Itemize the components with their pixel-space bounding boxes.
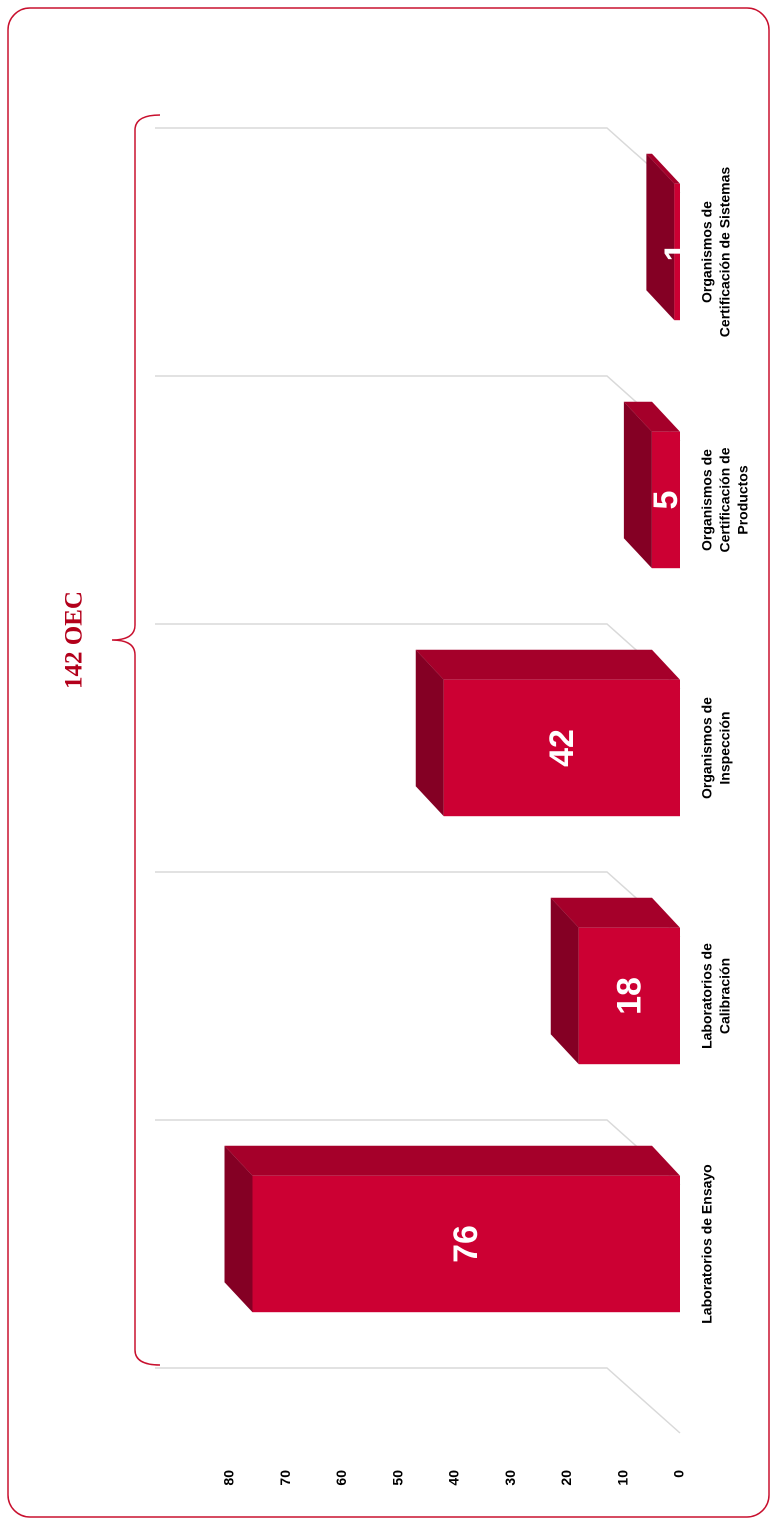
bar-side [415,649,680,680]
bar-top [550,897,579,1065]
bar [443,679,680,817]
x-tick-label: Organismos de [699,697,715,799]
chart-title: 142 OEC [61,591,88,689]
wall-line [155,375,681,442]
bar [674,183,680,321]
x-tick-label: Calibración [717,958,733,1034]
bar-top [623,401,652,569]
x-tick-label: Productos [735,465,751,534]
value-label: 1 [658,243,696,262]
bar-top [646,153,675,321]
x-tick-label: Laboratorios de [699,943,715,1049]
bar-top [415,649,444,817]
bar-side [623,401,680,432]
x-tick-label: Laboratorios de Ensayo [699,1164,715,1323]
bar-side [550,897,680,928]
x-tick-label: Certificación de [717,447,733,552]
wall-line [155,127,681,194]
bar-side [224,1145,680,1176]
x-tick-label: Inspección [717,711,733,784]
y-tick-label: 30 [502,1470,518,1486]
value-label: 18 [610,977,648,1015]
y-tick-label: 50 [389,1470,405,1486]
value-label: 42 [543,729,581,767]
bar [578,927,680,1065]
y-tick-label: 60 [333,1470,349,1486]
brace [111,114,161,1366]
y-tick-label: 10 [614,1470,630,1486]
rotated-plot: 142 OEC 0 10 20 30 40 50 60 70 80 76 Laboratorios … [61,114,751,1486]
x-tick-label: Organismos de [699,201,715,303]
value-label: 76 [447,1225,485,1263]
bar [651,431,680,569]
value-label: 5 [647,491,685,510]
frame [7,7,770,1518]
y-tick-label: 20 [558,1470,574,1486]
bar-side [646,153,680,184]
bar [252,1175,680,1313]
wall-line [155,1367,681,1434]
y-tick-label: 80 [221,1470,237,1486]
x-tick-label: Certificación de Sistemas [717,167,733,338]
y-tick-label: 0 [671,1470,687,1478]
x-tick-label: Organismos de [699,449,715,551]
y-tick-label: 70 [277,1470,293,1486]
bar-top [224,1145,253,1313]
y-tick-label: 40 [446,1470,462,1486]
